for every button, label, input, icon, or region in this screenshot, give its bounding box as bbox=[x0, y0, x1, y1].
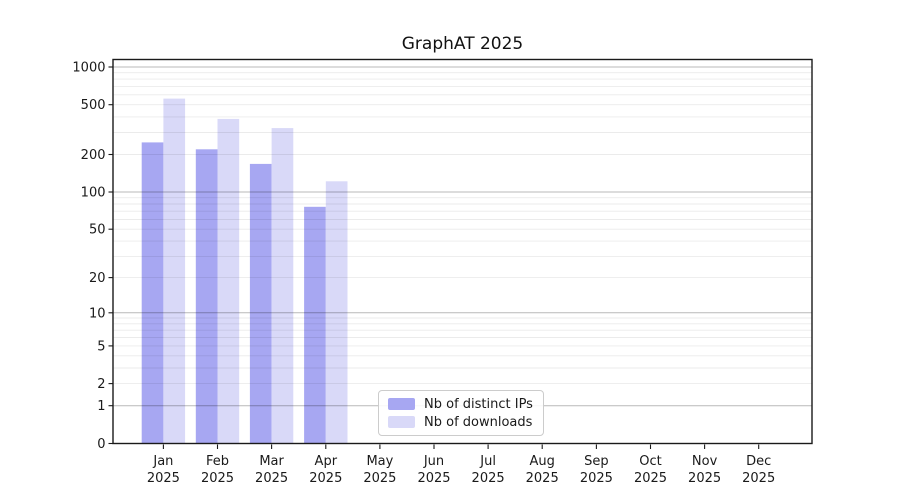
x-tick-label-month: Feb bbox=[206, 454, 229, 469]
y-tick-label: 500 bbox=[81, 98, 106, 113]
y-tick-label: 50 bbox=[89, 223, 106, 238]
bar-downloads-mar bbox=[271, 128, 294, 444]
x-tick-label-month: Jan bbox=[152, 454, 173, 469]
x-tick-label-year: 2025 bbox=[580, 471, 613, 486]
x-tick-label-year: 2025 bbox=[472, 471, 505, 486]
y-tick-label: 10 bbox=[89, 306, 106, 321]
x-tick-label-month: Jun bbox=[423, 454, 444, 469]
legend-label-downloads: Nb of downloads bbox=[424, 414, 533, 430]
legend-item-downloads: Nb of downloads bbox=[388, 415, 534, 430]
x-tick-label-year: 2025 bbox=[526, 471, 559, 486]
y-tick-label: 0 bbox=[97, 437, 105, 452]
x-tick-label-month: Apr bbox=[315, 454, 338, 469]
bar-downloads-jan bbox=[163, 98, 186, 444]
x-tick-label-year: 2025 bbox=[363, 471, 396, 486]
x-tick-label-month: Jul bbox=[479, 454, 496, 469]
bar-downloads-apr bbox=[325, 181, 348, 444]
x-tick-label-month: May bbox=[366, 454, 393, 469]
y-tick-label: 200 bbox=[81, 148, 106, 163]
x-tick-label-year: 2025 bbox=[417, 471, 450, 486]
plot-border bbox=[112, 58, 813, 445]
x-tick-label-year: 2025 bbox=[255, 471, 288, 486]
y-tick-label: 1 bbox=[97, 399, 105, 414]
x-tick-label-month: Aug bbox=[530, 454, 555, 469]
y-tick-label: 1000 bbox=[72, 61, 105, 76]
x-tick-label-month: Dec bbox=[746, 454, 771, 469]
x-tick-label-year: 2025 bbox=[147, 471, 180, 486]
x-tick-label-year: 2025 bbox=[742, 471, 775, 486]
x-tick-label-month: Nov bbox=[692, 454, 718, 469]
legend: Nb of distinct IPs Nb of downloads bbox=[378, 390, 544, 436]
x-tick-label-month: Sep bbox=[584, 454, 609, 469]
x-tick-label-year: 2025 bbox=[634, 471, 667, 486]
chart-title: GraphAT 2025 bbox=[401, 34, 524, 54]
legend-label-distinct-ips: Nb of distinct IPs bbox=[424, 396, 533, 412]
y-tick-label: 100 bbox=[81, 186, 106, 201]
x-tick-label-month: Oct bbox=[639, 454, 661, 469]
y-tick-label: 20 bbox=[89, 271, 106, 286]
legend-swatch-downloads bbox=[388, 416, 415, 428]
x-tick-label-month: Mar bbox=[259, 454, 284, 469]
bar-distinct-ips-jan bbox=[141, 142, 164, 444]
legend-item-distinct-ips: Nb of distinct IPs bbox=[388, 397, 534, 412]
y-tick-label: 2 bbox=[97, 377, 105, 392]
legend-swatch-distinct-ips bbox=[388, 398, 415, 410]
bar-distinct-ips-apr bbox=[304, 206, 326, 444]
bar-distinct-ips-mar bbox=[249, 163, 272, 444]
y-tick-label: 5 bbox=[97, 339, 105, 354]
x-tick-label-year: 2025 bbox=[688, 471, 721, 486]
x-tick-label-year: 2025 bbox=[201, 471, 234, 486]
x-tick-label-year: 2025 bbox=[309, 471, 342, 486]
bar-downloads-feb bbox=[217, 118, 240, 444]
bar-distinct-ips-feb bbox=[195, 149, 218, 444]
